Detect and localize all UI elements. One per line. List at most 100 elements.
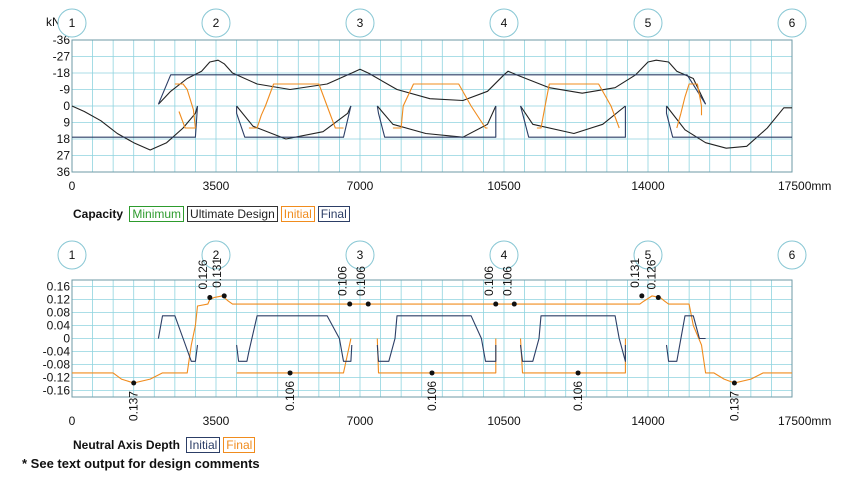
capacity-legend: Capacity Minimum Ultimate Design Initial Fi… — [73, 206, 350, 222]
data-point — [207, 295, 213, 301]
data-point — [365, 301, 371, 307]
nad-legend: Neutral Axis Depth Initial Final — [73, 437, 256, 453]
data-point-label: 0.137 — [127, 391, 141, 421]
series-line-ultimate-design — [236, 105, 352, 140]
y-tick-label: -0.12 — [43, 371, 71, 385]
series-line-final — [665, 106, 792, 138]
series-line-final — [519, 105, 626, 138]
support-marker — [345, 8, 375, 38]
data-point-label: 0.106 — [283, 381, 297, 411]
x-tick-label: 7000 — [347, 414, 374, 428]
support-label: 3 — [357, 248, 364, 262]
y-tick-label: 18 — [57, 132, 71, 146]
x-tick-label: 17500mm — [778, 179, 831, 193]
y-tick-label: 0 — [63, 99, 70, 113]
support-label: 1 — [69, 16, 76, 30]
data-point — [221, 293, 227, 299]
series-line-initial — [174, 83, 196, 129]
data-point-label: 0.106 — [336, 266, 350, 296]
data-point-label: 0.106 — [571, 381, 585, 411]
y-tick-label: -0.04 — [43, 345, 71, 359]
support-label: 6 — [789, 248, 796, 262]
data-point — [731, 380, 737, 386]
data-point-label: 0.106 — [354, 266, 368, 296]
y-tick-label: 0.04 — [47, 319, 71, 333]
legend-minimum: Minimum — [129, 206, 185, 222]
series-line-final — [236, 315, 353, 362]
x-tick-label: 0 — [69, 179, 76, 193]
data-point — [347, 301, 353, 307]
y-tick-label: 0 — [63, 332, 70, 346]
series-line-ultimate-design — [520, 105, 626, 135]
y-tick-label: -18 — [53, 66, 71, 80]
support-marker — [489, 8, 519, 38]
footnote: * See text output for design comments — [22, 456, 260, 471]
series-line-final — [665, 315, 706, 362]
x-tick-label: 17500mm — [778, 414, 831, 428]
legend-initial: Initial — [280, 206, 315, 222]
series-line-initial — [519, 338, 626, 374]
x-tick-label: 14000 — [631, 414, 665, 428]
y-tick-label: 0.08 — [47, 306, 71, 320]
x-tick-label: 7000 — [347, 179, 374, 193]
series-line-final — [72, 105, 199, 138]
support-label: 3 — [357, 16, 364, 30]
y-tick-label: 0.16 — [47, 280, 71, 294]
support-label: 5 — [645, 16, 652, 30]
support-label: 4 — [501, 248, 508, 262]
series-line-initial — [236, 338, 352, 374]
support-marker — [57, 8, 87, 38]
series-line-final — [519, 315, 626, 362]
support-marker — [633, 8, 663, 38]
y-tick-label: 0.12 — [47, 293, 71, 307]
data-point — [429, 370, 435, 376]
series-line-ultimate-design — [376, 105, 497, 138]
capacity-title: Capacity — [73, 207, 124, 221]
series-line-final — [157, 74, 707, 105]
series-line-initial — [392, 83, 488, 129]
data-point — [493, 301, 499, 307]
series-line-final — [236, 105, 352, 138]
support-label: 4 — [501, 16, 508, 30]
support-label: 6 — [789, 16, 796, 30]
support-label: 1 — [69, 248, 76, 262]
y-tick-label: -0.08 — [43, 358, 71, 372]
series-line-initial — [376, 338, 497, 374]
support-marker — [777, 240, 807, 270]
plot-frame — [71, 279, 793, 398]
series-line-initial — [676, 83, 703, 129]
data-point-label: 0.106 — [482, 266, 496, 296]
support-marker — [201, 240, 231, 270]
legend-ultimate-design: Ultimate Design — [187, 206, 278, 222]
series-line-initial — [536, 83, 620, 129]
data-point — [511, 301, 517, 307]
data-point — [131, 380, 137, 386]
data-point-label: 0.131 — [210, 258, 224, 288]
data-point-label: 0.131 — [628, 258, 642, 288]
series-line-initial — [72, 295, 792, 384]
data-point-label: 0.106 — [500, 266, 514, 296]
support-marker — [777, 8, 807, 38]
data-point — [287, 370, 293, 376]
y-tick-label: -36 — [53, 33, 71, 47]
y-tick-label: -27 — [53, 50, 71, 64]
x-tick-label: 0 — [69, 414, 76, 428]
support-label: 2 — [213, 16, 220, 30]
series-line-final — [376, 105, 497, 138]
data-point-label: 0.137 — [727, 391, 741, 421]
series-line-final — [157, 315, 199, 362]
data-point — [639, 293, 645, 299]
data-point — [655, 295, 661, 301]
support-label: 2 — [213, 248, 220, 262]
x-tick-label: 3500 — [203, 179, 230, 193]
y-tick-label: -9 — [59, 83, 70, 97]
support-marker — [201, 8, 231, 38]
series-line-ultimate-design — [666, 105, 792, 149]
series-line-ultimate-design — [71, 105, 199, 151]
legend-final: Final — [317, 206, 350, 222]
data-point-label: 0.106 — [425, 381, 439, 411]
data-point-label: 0.126 — [644, 259, 658, 289]
support-marker — [57, 240, 87, 270]
